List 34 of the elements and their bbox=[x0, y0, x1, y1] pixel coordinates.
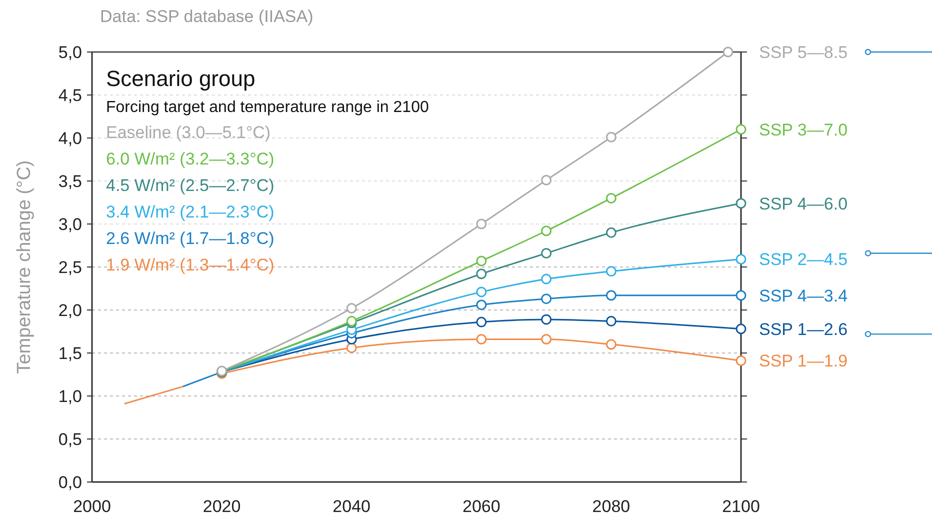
y-tick-label: 2,0 bbox=[58, 300, 82, 320]
x-tick-label: 2080 bbox=[592, 497, 630, 516]
y-tick-label: 3,0 bbox=[58, 214, 82, 234]
y-axis-title: Temperature change (°C) bbox=[14, 160, 35, 374]
text: 3.4 W/m² (2.1—2.3°C) bbox=[106, 202, 274, 222]
text: 1.9 W/m² (1.3—1.4°C) bbox=[106, 256, 274, 274]
y-tick-label: 1,5 bbox=[58, 344, 82, 363]
y-tick-label: 4,5 bbox=[58, 86, 82, 105]
text: 2.6 W/m² (1.7—1.8°C) bbox=[106, 229, 274, 248]
text: SSP 4—3.4 bbox=[759, 286, 848, 306]
x-tick-label: 2000 bbox=[73, 497, 111, 516]
text: SSP 1—1.9 bbox=[759, 352, 848, 371]
text: SSP 3—7.0 bbox=[759, 120, 848, 140]
text: SSP 2—4.5 bbox=[759, 250, 848, 270]
text: Data: SSP database (IIASA) bbox=[100, 7, 314, 26]
x-tick-label: 2020 bbox=[202, 497, 241, 516]
y-tick-label: 4,0 bbox=[58, 128, 82, 148]
y-tick-label: 0,5 bbox=[58, 430, 82, 449]
text: Easeline (3.0—5.1°C) bbox=[106, 123, 271, 142]
text: SSP 5—8.5 bbox=[759, 42, 848, 62]
x-tick-label: 2040 bbox=[332, 497, 371, 516]
legend-title: Scenario group bbox=[106, 66, 256, 91]
text: SSP 1—2.6 bbox=[759, 320, 848, 339]
y-tick-label: 1,0 bbox=[58, 386, 82, 406]
text: 4.5 W/m² (2.5—2.7°C) bbox=[106, 176, 274, 195]
text: SSP 4—6.0 bbox=[759, 194, 848, 214]
x-tick-label: 2060 bbox=[462, 497, 500, 516]
y-tick-label: 2,5 bbox=[58, 258, 82, 277]
y-tick-label: 3,5 bbox=[58, 172, 82, 191]
y-tick-label: 5,0 bbox=[58, 42, 82, 62]
x-tick-label: 2100 bbox=[722, 497, 760, 516]
annotation: Forcing target and temperature range in 2100 bbox=[106, 99, 429, 116]
text: 6.0 W/m² (3.2—3.3°C) bbox=[106, 150, 274, 168]
y-tick-label: 0,0 bbox=[58, 472, 82, 492]
